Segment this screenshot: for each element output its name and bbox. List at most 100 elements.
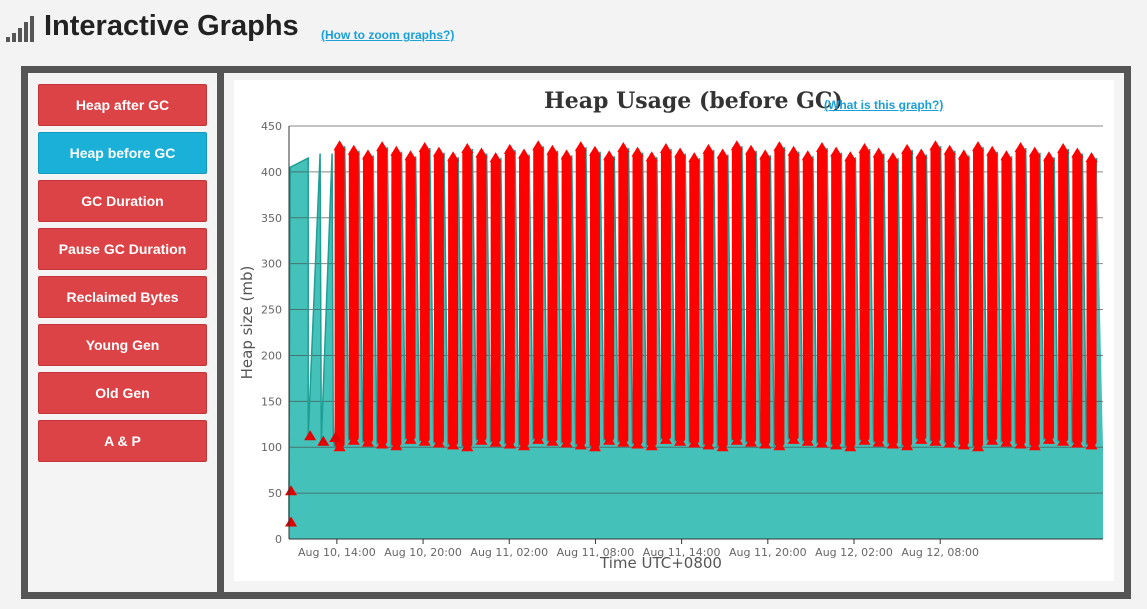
triangle-marker: [759, 149, 772, 160]
triangle-marker: [1042, 151, 1055, 162]
old-gen-button[interactable]: Old Gen: [38, 372, 207, 414]
triangle-marker: [1028, 440, 1041, 451]
triangle-marker: [631, 146, 644, 157]
y-tick-label: 150: [261, 395, 282, 408]
triangle-marker: [716, 148, 729, 159]
triangle-marker: [858, 434, 871, 445]
pause-gc-duration-button[interactable]: Pause GC Duration: [38, 228, 207, 270]
triangle-marker: [745, 144, 758, 155]
triangle-marker: [659, 433, 672, 444]
triangle-marker: [361, 149, 374, 160]
triangle-marker: [872, 436, 885, 447]
triangle-marker: [518, 440, 531, 451]
triangle-marker: [447, 439, 460, 450]
triangle-marker: [489, 436, 502, 447]
heap-before-gc-button[interactable]: Heap before GC: [38, 132, 207, 174]
triangle-marker: [1014, 142, 1027, 153]
triangle-marker: [915, 148, 928, 159]
triangle-marker: [574, 141, 587, 152]
triangle-marker: [730, 140, 743, 151]
triangle-marker: [574, 439, 587, 450]
chart-card[interactable]: 0 50 100 150 200 250 300 350 400 450 Aug 10, 14:00…: [234, 80, 1114, 581]
triangle-marker: [503, 438, 516, 449]
triangle-marker: [1057, 435, 1070, 446]
triangle-marker: [901, 440, 914, 451]
triangle-marker: [285, 485, 297, 496]
y-tick-label: 300: [261, 258, 282, 271]
triangle-marker: [1071, 437, 1084, 448]
marker-column: [760, 155, 771, 445]
a-and-p-button[interactable]: A & P: [38, 420, 207, 462]
triangle-marker: [915, 433, 928, 444]
y-tick-label: 200: [261, 349, 282, 362]
marker-column: [419, 148, 430, 442]
triangle-marker: [830, 439, 843, 450]
triangle-marker: [617, 142, 630, 153]
triangle-marker: [1000, 150, 1013, 161]
triangle-marker: [1085, 439, 1098, 450]
triangle-marker: [886, 438, 899, 449]
marker-column: [362, 155, 373, 443]
triangle-marker: [886, 152, 899, 163]
triangle-marker: [361, 436, 374, 447]
marker-column: [717, 154, 728, 448]
triangle-marker: [943, 437, 956, 448]
young-gen-button[interactable]: Young Gen: [38, 324, 207, 366]
triangle-marker: [759, 438, 772, 449]
triangle-marker: [844, 441, 857, 452]
triangle-marker: [404, 150, 417, 161]
triangle-marker: [447, 151, 460, 162]
triangle-marker: [972, 441, 985, 452]
triangle-marker: [659, 142, 672, 153]
reclaimed-bytes-button[interactable]: Reclaimed Bytes: [38, 276, 207, 318]
marker-column: [703, 149, 714, 446]
marker-column: [958, 155, 969, 446]
triangle-marker: [1085, 152, 1098, 163]
graphs-panel: Heap after GC Heap before GC GC Duration…: [21, 66, 1131, 599]
marker-column: [1086, 158, 1097, 446]
marker-column: [632, 152, 643, 445]
triangle-marker: [702, 439, 715, 450]
what-is-this-graph-link[interactable]: (What is this graph?): [824, 98, 944, 112]
x-tick-label: Aug 11, 08:00: [557, 546, 635, 559]
zoom-help-link[interactable]: (How to zoom graphs?): [321, 28, 455, 42]
triangle-marker: [390, 440, 403, 451]
triangle-marker: [1014, 438, 1027, 449]
heap-usage-chart[interactable]: 0 50 100 150 200 250 300 350 400 450 Aug 10, 14:00…: [234, 80, 1114, 581]
triangle-marker: [304, 430, 317, 441]
triangle-marker: [730, 434, 743, 445]
x-tick-label: Aug 12, 08:00: [901, 546, 979, 559]
gc-duration-button[interactable]: GC Duration: [38, 180, 207, 222]
triangle-marker: [546, 435, 559, 446]
triangle-marker: [858, 142, 871, 153]
x-tick-label: Aug 12, 02:00: [815, 546, 893, 559]
marker-column: [816, 148, 827, 444]
marker-column: [944, 150, 955, 444]
marker-column: [433, 152, 444, 444]
marker-column: [1058, 148, 1069, 442]
marker-column: [788, 151, 799, 440]
marker-column: [973, 147, 984, 448]
triangle-marker: [815, 142, 828, 153]
heap-after-gc-button[interactable]: Heap after GC: [38, 84, 207, 126]
triangle-marker: [986, 145, 999, 156]
x-axis-label: Time UTC+0800: [599, 554, 722, 572]
triangle-marker: [645, 151, 658, 162]
triangle-marker: [645, 440, 658, 451]
marker-column: [689, 158, 700, 444]
triangle-marker: [929, 140, 942, 151]
triangle-marker: [957, 149, 970, 160]
marker-column: [618, 148, 629, 443]
marker-column: [646, 157, 657, 447]
marker-column: [533, 146, 544, 440]
triangle-marker: [844, 151, 857, 162]
marker-column: [589, 151, 600, 448]
marker-column: [902, 149, 913, 447]
marker-column: [561, 155, 572, 444]
triangle-marker: [333, 441, 346, 452]
triangle-marker: [830, 146, 843, 157]
triangle-marker: [943, 144, 956, 155]
triangle-marker: [603, 150, 616, 161]
triangle-marker: [489, 152, 502, 163]
triangle-marker: [418, 435, 431, 446]
